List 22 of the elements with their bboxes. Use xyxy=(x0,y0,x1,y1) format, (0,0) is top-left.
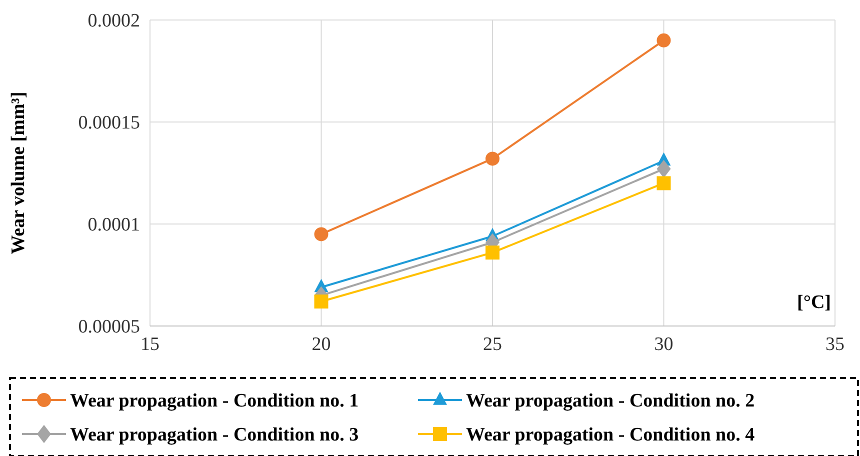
x-tick-label: 20 xyxy=(312,334,331,355)
y-axis-title: Wear volume [mm³] xyxy=(8,92,29,254)
legend-label: Wear propagation - Condition no. 1 xyxy=(70,390,359,412)
point xyxy=(656,160,671,178)
x-axis-title: [°C] xyxy=(797,292,831,313)
x-tick-label: 35 xyxy=(826,334,844,355)
point xyxy=(656,176,671,190)
point xyxy=(314,294,328,309)
point xyxy=(486,152,500,166)
y-tick-label: 0.00015 xyxy=(78,112,140,134)
x-tick-label: 30 xyxy=(654,334,674,355)
legend-label: Wear propagation - Condition no. 3 xyxy=(70,424,359,446)
y-tick-label: 0.00005 xyxy=(78,316,140,338)
point xyxy=(314,227,328,242)
point xyxy=(486,246,500,260)
legend-label: Wear propagation - Condition no. 4 xyxy=(466,424,756,446)
point xyxy=(656,33,671,48)
y-tick-label: 0.0002 xyxy=(88,10,140,32)
y-tick-label: 0.0001 xyxy=(88,214,140,236)
x-tick-label: 15 xyxy=(140,334,160,355)
x-tick-label: 25 xyxy=(483,334,502,355)
legend-label: Wear propagation - Condition no. 2 xyxy=(466,390,755,412)
